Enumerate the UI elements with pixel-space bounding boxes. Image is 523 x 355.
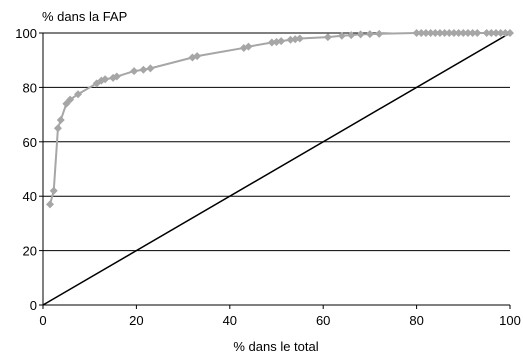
- y-tick-label-20: 20: [23, 244, 37, 259]
- data-point-2: [53, 124, 62, 133]
- x-tick-label-100: 100: [499, 313, 521, 328]
- data-point-11: [112, 72, 121, 81]
- data-point-35: [431, 29, 440, 37]
- data-point-22: [286, 35, 295, 44]
- data-point-34: [426, 29, 435, 37]
- diagonal-line: [42, 32, 511, 306]
- data-point-30: [375, 29, 384, 38]
- data-point-40: [454, 29, 463, 37]
- x-tick-label-20: 20: [129, 313, 143, 328]
- data-point-16: [193, 52, 202, 61]
- data-point-5: [66, 95, 75, 104]
- tick-labels: 0 20 40 60 80 100 0 20 40 60 80 100: [15, 26, 521, 328]
- data-point-13: [139, 65, 148, 74]
- series-layer: [42, 29, 514, 306]
- data-point-27: [347, 31, 356, 40]
- y-tick-label-80: 80: [23, 80, 37, 95]
- data-point-33: [421, 29, 430, 37]
- data-point-26: [337, 31, 346, 40]
- y-axis-title: % dans la FAP: [42, 9, 127, 24]
- data-point-46: [487, 29, 496, 37]
- x-tick-label-80: 80: [409, 313, 423, 328]
- concentration-curve-line: [49, 32, 510, 205]
- data-point-49: [501, 29, 510, 37]
- data-point-45: [482, 29, 491, 37]
- grid-lines: [43, 32, 510, 252]
- y-tick-label-40: 40: [23, 189, 37, 204]
- data-point-28: [356, 30, 365, 39]
- x-axis-title: % dans le total: [233, 339, 318, 354]
- data-point-31: [412, 29, 421, 37]
- data-point-44: [473, 29, 482, 37]
- data-point-37: [440, 29, 449, 37]
- data-point-14: [146, 64, 155, 73]
- data-point-41: [459, 29, 468, 37]
- data-point-18: [244, 42, 253, 51]
- data-point-25: [323, 33, 332, 42]
- data-point-12: [130, 67, 139, 76]
- data-point-6: [74, 90, 83, 99]
- x-tick-label-60: 60: [316, 313, 330, 328]
- data-point-3: [56, 116, 65, 125]
- data-point-32: [417, 29, 426, 37]
- data-point-0: [46, 200, 55, 209]
- data-point-39: [449, 29, 458, 37]
- data-point-36: [435, 29, 444, 37]
- data-point-42: [463, 29, 472, 37]
- data-point-1: [49, 186, 58, 195]
- data-point-9: [101, 75, 110, 84]
- data-point-38: [445, 29, 454, 37]
- x-tick-label-0: 0: [39, 313, 46, 328]
- data-point-48: [496, 29, 505, 37]
- data-point-29: [365, 30, 374, 39]
- data-point-43: [468, 29, 477, 37]
- x-tick-label-40: 40: [223, 313, 237, 328]
- data-point-19: [267, 38, 276, 47]
- y-tick-label-0: 0: [30, 298, 37, 313]
- data-point-24: [295, 34, 304, 43]
- data-point-21: [277, 37, 286, 46]
- data-point-50: [506, 29, 514, 37]
- y-tick-label-100: 100: [15, 26, 37, 41]
- data-point-47: [491, 29, 500, 37]
- y-tick-label-60: 60: [23, 135, 37, 150]
- axes: [39, 32, 511, 309]
